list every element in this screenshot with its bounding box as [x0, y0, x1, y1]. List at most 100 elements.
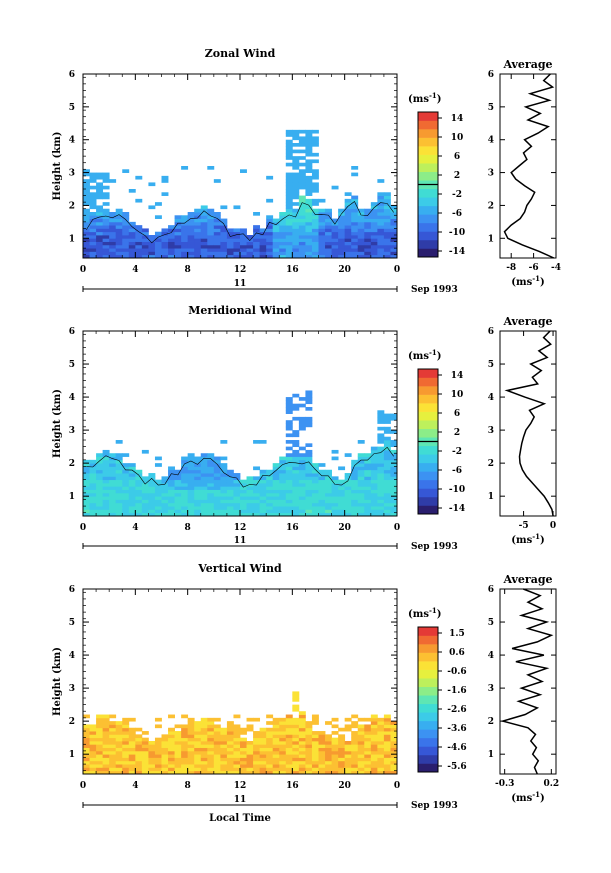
heatmap-cell [181, 770, 189, 775]
heatmap-cell [233, 254, 241, 259]
heatmap-cell [213, 492, 221, 497]
heatmap-cell [187, 509, 195, 514]
heatmap-cell [181, 724, 189, 729]
heatmap-cell [200, 496, 208, 500]
heatmap-cell [305, 251, 313, 256]
heatmap-cell [102, 492, 110, 497]
heatmap-cell [318, 469, 326, 474]
heatmap-cell [154, 512, 162, 517]
heatmap-cell [194, 473, 202, 477]
heatmap-cell [115, 476, 123, 481]
heatmap-cell [279, 492, 287, 497]
heatmap-cell [370, 747, 378, 752]
heatmap-cell [383, 499, 391, 504]
heatmap-cell [259, 740, 267, 745]
heatmap-cell [325, 486, 332, 490]
heatmap-cell [135, 244, 143, 249]
heatmap-cell [383, 731, 391, 735]
heatmap-cell [266, 238, 274, 242]
heatmap-cell [96, 231, 104, 236]
heatmap-cell [292, 228, 300, 233]
heatmap-cell [298, 463, 306, 467]
heatmap-cell [207, 760, 215, 765]
heatmap-cell [109, 731, 117, 735]
heatmap-cell [285, 760, 293, 765]
heatmap-cell [213, 218, 221, 223]
heatmap-cell [305, 182, 313, 187]
heatmap-cell [357, 724, 365, 729]
heatmap-cell [383, 740, 391, 745]
heatmap-cell [338, 757, 346, 762]
heatmap-cell [128, 502, 136, 507]
heatmap-cell [272, 499, 280, 504]
colorbar-swatch [418, 496, 438, 506]
heatmap-cell [298, 717, 306, 722]
heatmap-cell [109, 482, 117, 487]
heatmap-cell [89, 244, 97, 249]
heatmap-cell [292, 691, 300, 696]
heatmap-cell [292, 172, 300, 177]
heatmap-cell [266, 747, 274, 752]
heatmap-cell [122, 757, 130, 762]
heatmap-cell [351, 476, 359, 481]
y-tick-label: 2 [69, 717, 75, 727]
heatmap-cell [285, 195, 293, 200]
heatmap-cell [96, 241, 104, 246]
heatmap-cell [325, 228, 332, 233]
heatmap-cell [220, 496, 228, 500]
heatmap-cell [298, 254, 306, 259]
heatmap-cell [285, 426, 293, 431]
heatmap-cell [383, 717, 391, 722]
heatmap-cell [305, 136, 313, 141]
heatmap-cell [83, 764, 90, 768]
heatmap-cell [187, 734, 195, 739]
heatmap-cell [240, 228, 247, 233]
heatmap-cell [154, 757, 162, 762]
heatmap-cell [253, 512, 261, 517]
heatmap-cell [311, 770, 319, 775]
heatmap-cell [83, 231, 90, 236]
zero-contour-line [86, 201, 394, 244]
heatmap-cell [154, 717, 162, 722]
colorbar-swatch [418, 488, 438, 498]
heatmap-cell [233, 238, 241, 242]
heatmap-cell [298, 143, 306, 147]
heatmap-cell [200, 218, 208, 223]
heatmap-cell [148, 757, 156, 762]
heatmap-cell [357, 512, 365, 517]
heatmap-cell [311, 502, 319, 507]
heatmap-cell [115, 254, 123, 259]
heatmap-cell [305, 721, 313, 725]
heatmap-cell [226, 244, 234, 249]
heatmap-cell [83, 466, 90, 471]
heatmap-cell [194, 767, 202, 772]
heatmap-cell [141, 244, 149, 249]
heatmap-cell [305, 192, 313, 196]
colorbar-swatch [418, 695, 438, 705]
heatmap-cell [311, 506, 319, 510]
heatmap-cell [89, 476, 97, 481]
heatmap-cell [187, 717, 195, 722]
heatmap-cell [194, 231, 202, 236]
heatmap-cell [200, 764, 208, 768]
heatmap-cell [285, 225, 293, 229]
heatmap-cell [259, 241, 267, 246]
heatmap-cell [161, 254, 169, 259]
panel-title: Meridional Wind [188, 304, 292, 317]
heatmap-cell [122, 221, 130, 226]
heatmap-cell [161, 509, 169, 514]
heatmap-cell [102, 238, 110, 242]
x-tick-label: 12 [234, 781, 247, 791]
profile-frame [499, 73, 557, 259]
heatmap-cell [318, 228, 326, 233]
heatmap-cell [109, 476, 117, 481]
heatmap-cell [207, 721, 215, 725]
heatmap-cell [96, 737, 104, 742]
heatmap-cell [357, 212, 365, 216]
heatmap-cell [220, 734, 228, 739]
heatmap-cell [109, 506, 117, 510]
heatmap-cell [292, 482, 300, 487]
heatmap-cell [96, 172, 104, 177]
heatmap-cell [311, 482, 319, 487]
heatmap-cell [220, 731, 228, 735]
